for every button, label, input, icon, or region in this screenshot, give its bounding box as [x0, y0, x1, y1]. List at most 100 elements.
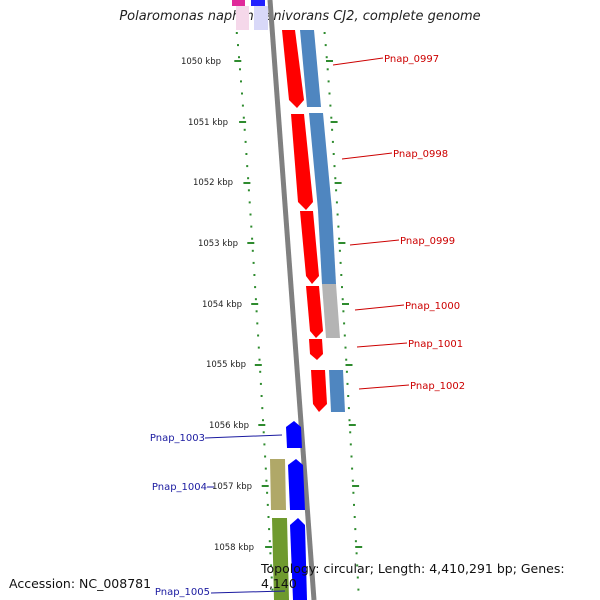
kbp-label-1058: 1058 kbp	[214, 543, 254, 553]
scale-tick-minor-outer	[340, 274, 343, 276]
scale-tick-minor-inner	[253, 274, 256, 276]
scale-tick-minor-inner	[249, 213, 252, 216]
scale-tick-minor-outer	[353, 503, 355, 506]
scale-tick-minor-outer	[339, 261, 342, 264]
scale-tick-minor-inner	[269, 552, 272, 555]
scale-tick-minor-outer	[347, 395, 350, 397]
scale-tick-major-inner	[251, 303, 259, 305]
scale-tick-minor-outer	[351, 467, 354, 470]
scale-tick-minor-outer	[338, 237, 341, 240]
scale-tick-minor-outer	[333, 165, 336, 168]
scale-tick-minor-inner	[238, 56, 240, 59]
scale-tick-minor-outer	[334, 177, 337, 180]
kbp-label-1054: 1054 kbp	[202, 300, 242, 310]
gene-block-top-blue-faint	[254, 6, 268, 30]
reverse-gene-labels: Pnap_1003 Pnap_1004 Pnap_1005	[150, 433, 286, 598]
gene-label-pnap-1005: Pnap_1005	[155, 587, 210, 598]
scale-tick-minor-inner	[266, 503, 269, 506]
scale-tick-minor-inner	[251, 249, 254, 252]
topology-summary: Topology: circular; Length: 4,410,291 bp…	[261, 561, 565, 591]
scale-tick-minor-inner	[260, 395, 263, 397]
accession-text: Accession: NC_008781	[9, 576, 152, 591]
cds-block-pnap-0998	[309, 113, 332, 210]
gene-arrow-pnap-0997	[282, 30, 304, 108]
scale-tick-minor-outer	[335, 201, 338, 204]
scale-tick-minor-outer	[356, 576, 359, 579]
scale-tick-minor-outer	[349, 443, 352, 446]
scale-tick-minor-outer	[336, 213, 339, 216]
scale-tick-minor-outer	[350, 455, 353, 458]
scale-tick-minor-inner	[271, 588, 274, 591]
gene-label-pnap-1004: Pnap_1004	[152, 482, 207, 493]
scale-tick-minor-inner	[248, 201, 251, 204]
leader-line-pnap-1001	[356, 342, 408, 348]
scale-tick-minor-outer	[353, 516, 356, 518]
gene-block-top-pink	[232, 0, 245, 6]
scale-tick-minor-inner	[262, 419, 264, 422]
gene-arrow-pnap-1004	[288, 459, 305, 510]
scale-tick-minor-inner	[237, 44, 239, 47]
scale-tick-minor-outer	[323, 32, 326, 34]
gene-label-pnap-1003: Pnap_1003	[150, 433, 205, 444]
scale-tick-minor-inner	[239, 68, 241, 71]
scale-tick-major-inner	[261, 485, 269, 487]
scale-tick-minor-outer	[324, 44, 327, 47]
genome-backbone	[267, 0, 317, 600]
gene-arrow-pnap-0998	[291, 114, 313, 210]
kbp-label-1055: 1055 kbp	[206, 360, 246, 370]
scale-tick-minor-inner	[242, 116, 245, 119]
gene-label-pnap-1000: Pnap_1000	[405, 301, 460, 312]
scale-tick-minor-inner	[257, 334, 260, 337]
gene-label-pnap-0999: Pnap_0999	[400, 236, 455, 247]
scale-tick-major-inner	[239, 121, 247, 123]
scale-tick-minor-outer	[329, 104, 332, 107]
reverse-genes	[286, 421, 307, 600]
scale-tick-minor-inner	[262, 431, 265, 434]
scale-tick-minor-inner	[265, 479, 268, 482]
cds-block-pnap-1004	[270, 459, 286, 510]
gene-arrow-pnap-0999	[300, 211, 319, 284]
scale-tick-major-inner	[258, 424, 266, 426]
scale-tick-minor-inner	[259, 370, 262, 373]
cds-block-pnap-0997	[300, 30, 321, 107]
scale-tick-minor-outer	[351, 479, 354, 482]
scale-tick-minor-outer	[352, 491, 355, 494]
gene-arrow-pnap-1003	[286, 421, 302, 448]
leader-line-pnap-1000	[354, 304, 405, 311]
gene-label-pnap-1002: Pnap_1002	[410, 381, 465, 392]
scale-tick-minor-outer	[325, 56, 328, 59]
scale-tick-minor-inner	[247, 189, 250, 192]
scale-tick-minor-inner	[264, 467, 267, 470]
scale-tick-minor-outer	[354, 540, 357, 543]
scale-tick-minor-outer	[345, 358, 348, 361]
scale-tick-minor-inner	[259, 382, 262, 385]
scale-tick-minor-inner	[255, 310, 258, 313]
scale-tick-major-outer	[326, 60, 333, 62]
scale-tick-minor-outer	[328, 92, 331, 95]
scale-tick-minor-outer	[348, 419, 351, 422]
scale-tick-minor-outer	[335, 189, 338, 192]
scale-tick-major-outer	[345, 364, 353, 366]
scale-tick-minor-inner	[235, 32, 238, 34]
cds-block-pnap-1000	[322, 284, 340, 338]
leader-line-pnap-1002	[358, 384, 410, 390]
scale-tick-major-outer	[355, 546, 363, 548]
scale-tick-minor-outer	[344, 346, 347, 349]
scale-tick-minor-inner	[256, 322, 259, 325]
scale-tick-minor-outer	[342, 310, 345, 313]
scale-tick-minor-outer	[338, 249, 341, 252]
leader-line-pnap-0998	[341, 152, 393, 160]
scale-tick-major-inner	[254, 364, 262, 366]
scale-tick-minor-inner	[244, 140, 247, 143]
scale-tick-minor-inner	[263, 443, 266, 446]
scale-tick-minor-inner	[240, 80, 242, 83]
kbp-label-1050: 1050 kbp	[181, 57, 221, 67]
gene-label-pnap-0998: Pnap_0998	[393, 149, 448, 160]
gene-block-top-blue	[251, 0, 265, 6]
kbp-label-1056: 1056 kbp	[209, 421, 249, 431]
scale-tick-minor-outer	[347, 407, 350, 410]
scale-tick-major-outer	[338, 242, 346, 244]
scale-tick-minor-inner	[267, 516, 270, 518]
scale-tick-minor-inner	[254, 286, 257, 289]
